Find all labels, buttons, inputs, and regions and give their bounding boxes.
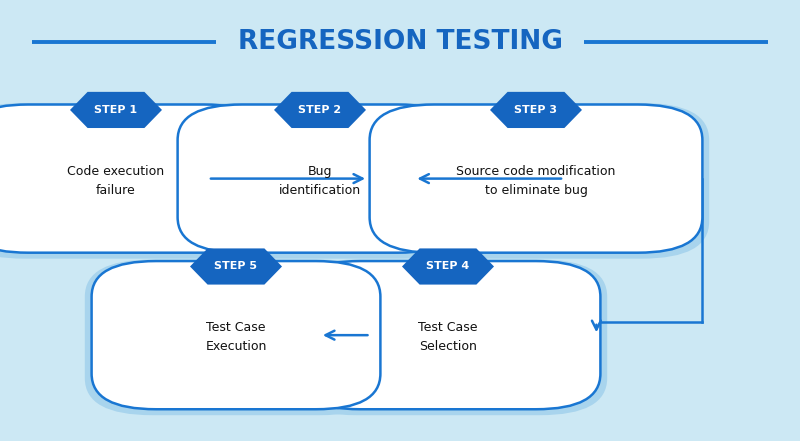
Text: REGRESSION TESTING: REGRESSION TESTING: [238, 29, 562, 55]
Text: Source code modification
to eliminate bug: Source code modification to eliminate bu…: [456, 165, 616, 197]
Polygon shape: [402, 248, 494, 284]
Text: STEP 5: STEP 5: [214, 262, 258, 272]
Text: Test Case
Execution: Test Case Execution: [206, 321, 266, 353]
Text: Bug
identification: Bug identification: [279, 165, 361, 197]
FancyBboxPatch shape: [370, 105, 702, 253]
FancyBboxPatch shape: [171, 103, 469, 258]
FancyBboxPatch shape: [296, 261, 601, 409]
FancyBboxPatch shape: [0, 103, 275, 258]
Text: STEP 2: STEP 2: [298, 105, 342, 115]
FancyBboxPatch shape: [0, 105, 269, 253]
Polygon shape: [490, 92, 582, 128]
Text: STEP 1: STEP 1: [94, 105, 138, 115]
FancyBboxPatch shape: [91, 261, 381, 409]
Text: STEP 4: STEP 4: [426, 262, 470, 272]
Text: Code execution
failure: Code execution failure: [67, 165, 165, 197]
Text: STEP 3: STEP 3: [514, 105, 558, 115]
Polygon shape: [70, 92, 162, 128]
Polygon shape: [190, 248, 282, 284]
FancyBboxPatch shape: [289, 259, 607, 415]
Text: Test Case
Selection: Test Case Selection: [418, 321, 478, 353]
Polygon shape: [274, 92, 366, 128]
FancyBboxPatch shape: [85, 259, 387, 415]
FancyBboxPatch shape: [363, 103, 710, 258]
FancyBboxPatch shape: [178, 105, 462, 253]
